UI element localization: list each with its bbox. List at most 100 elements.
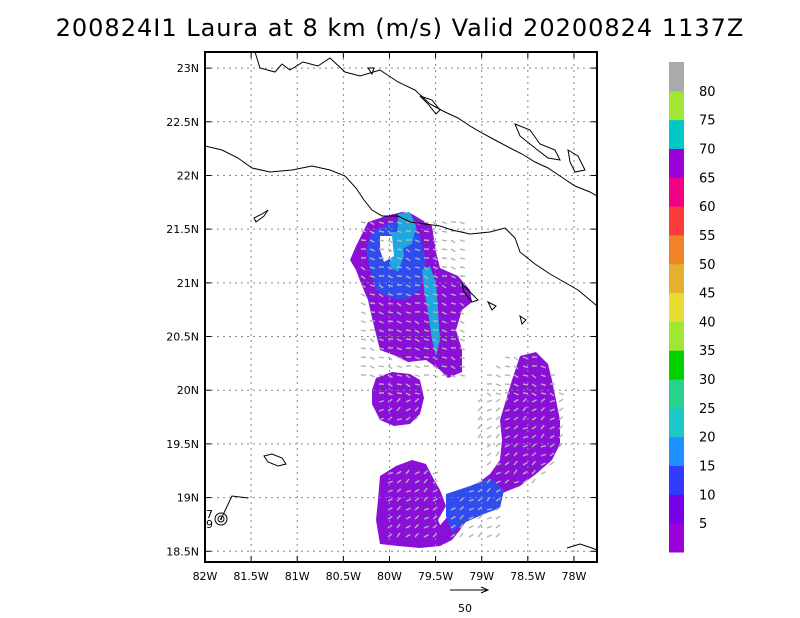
wind-vector (450, 239, 456, 244)
wind-vector (486, 525, 492, 529)
wind-vector (405, 257, 411, 262)
wind-vector (405, 478, 410, 484)
wind-vector (414, 383, 420, 386)
wind-vector (441, 248, 447, 251)
lon-tick-label: 78W (562, 570, 587, 583)
wind-vector (495, 533, 501, 538)
wind-vector (513, 374, 519, 379)
wind-vector (396, 488, 402, 493)
wind-vector (459, 374, 466, 377)
wind-vector (540, 433, 545, 439)
wind-vector (441, 356, 448, 359)
wind-vector (396, 523, 401, 529)
wind-vector (414, 479, 420, 484)
wind-region (372, 372, 424, 426)
wind-vector (387, 524, 393, 529)
wind-vector (450, 275, 456, 279)
wind-vector (396, 365, 402, 368)
wind-vector (495, 451, 500, 457)
wind-vector (477, 506, 483, 511)
wind-vector (360, 266, 366, 271)
lon-tick-label: 80W (377, 570, 402, 583)
wind-vector (423, 275, 429, 280)
wind-vector (459, 248, 465, 251)
wind-vector (414, 230, 420, 234)
wind-vector (540, 398, 546, 403)
wind-vector (396, 266, 403, 269)
colorbar-swatch (669, 90, 684, 121)
wind-vector (513, 480, 520, 484)
wind-vector (432, 480, 438, 484)
wind-vector (477, 515, 483, 520)
wind-vector (378, 329, 384, 333)
wind-vector (513, 469, 518, 475)
wind-vector (495, 374, 501, 378)
wind-vector (513, 442, 519, 448)
wind-vector (414, 415, 419, 421)
wind-vector (360, 338, 367, 341)
wind-vector (378, 320, 384, 324)
wind-vector (531, 478, 536, 484)
wind-vector (486, 392, 492, 397)
wind-vector (459, 347, 465, 351)
wind-vector (486, 461, 492, 466)
wind-vector (378, 408, 384, 412)
wind-vector (558, 433, 563, 439)
map-frame (204, 51, 598, 563)
wind-vector (423, 311, 429, 315)
wind-vector (549, 434, 555, 439)
wind-vector (495, 383, 501, 387)
wind-vector (495, 515, 501, 520)
colorbar-label: 20 (699, 431, 716, 446)
storm-center-marker: 7 9 (206, 495, 249, 531)
longitude-axis: 82W 81.5W 81W 80.5W 80W 79.5W 79W 78.5W 78W (193, 52, 587, 583)
wind-vector (396, 239, 402, 243)
wind-vector (450, 266, 456, 270)
colorbar: 5 10 15 20 25 30 35 40 45 50 55 60 65 70 75 80 (669, 62, 716, 553)
wind-vector (477, 479, 483, 484)
wind-vector (522, 356, 528, 360)
wind-vector (531, 399, 537, 403)
wind-vector (423, 239, 430, 242)
wind-vector (387, 302, 394, 305)
wind-vector (459, 275, 466, 278)
wind-vector (504, 417, 510, 421)
wind-vector (441, 257, 448, 260)
wind-vector (504, 397, 509, 403)
wind-vector (459, 302, 465, 307)
wind-vector (450, 365, 456, 370)
wind-vector (378, 248, 385, 251)
wind-vector (369, 374, 375, 378)
wind-vector (369, 257, 375, 261)
wind-vector (423, 487, 428, 493)
wind-vector (522, 453, 528, 457)
wind-vector (414, 392, 421, 395)
wind-vector (378, 239, 385, 242)
wind-vector (540, 424, 545, 430)
wind-vector (468, 498, 474, 502)
wind-vector (360, 311, 366, 315)
wind-vector (360, 221, 367, 224)
wind-vector (378, 293, 384, 298)
wind-vector (387, 498, 393, 502)
wind-vector (378, 338, 385, 342)
island-shelf-3 (519, 314, 527, 325)
wind-vector (504, 365, 511, 368)
wind-vector (396, 392, 403, 395)
wind-vector (396, 338, 402, 342)
wind-vector (486, 487, 491, 493)
wind-vector (378, 374, 385, 377)
wind-vector (378, 347, 384, 350)
wind-vector (423, 507, 429, 511)
wind-vector (522, 383, 529, 386)
lat-tick-label: 21.5N (166, 223, 199, 236)
wind-vector (531, 416, 537, 421)
wind-vector (405, 416, 411, 421)
wind-vector (459, 356, 466, 360)
wind-vector (369, 284, 376, 287)
wind-vector (441, 365, 448, 368)
lat-tick-label: 21N (177, 277, 199, 290)
wind-vector (414, 497, 420, 502)
colorbar-swatch (669, 436, 684, 467)
